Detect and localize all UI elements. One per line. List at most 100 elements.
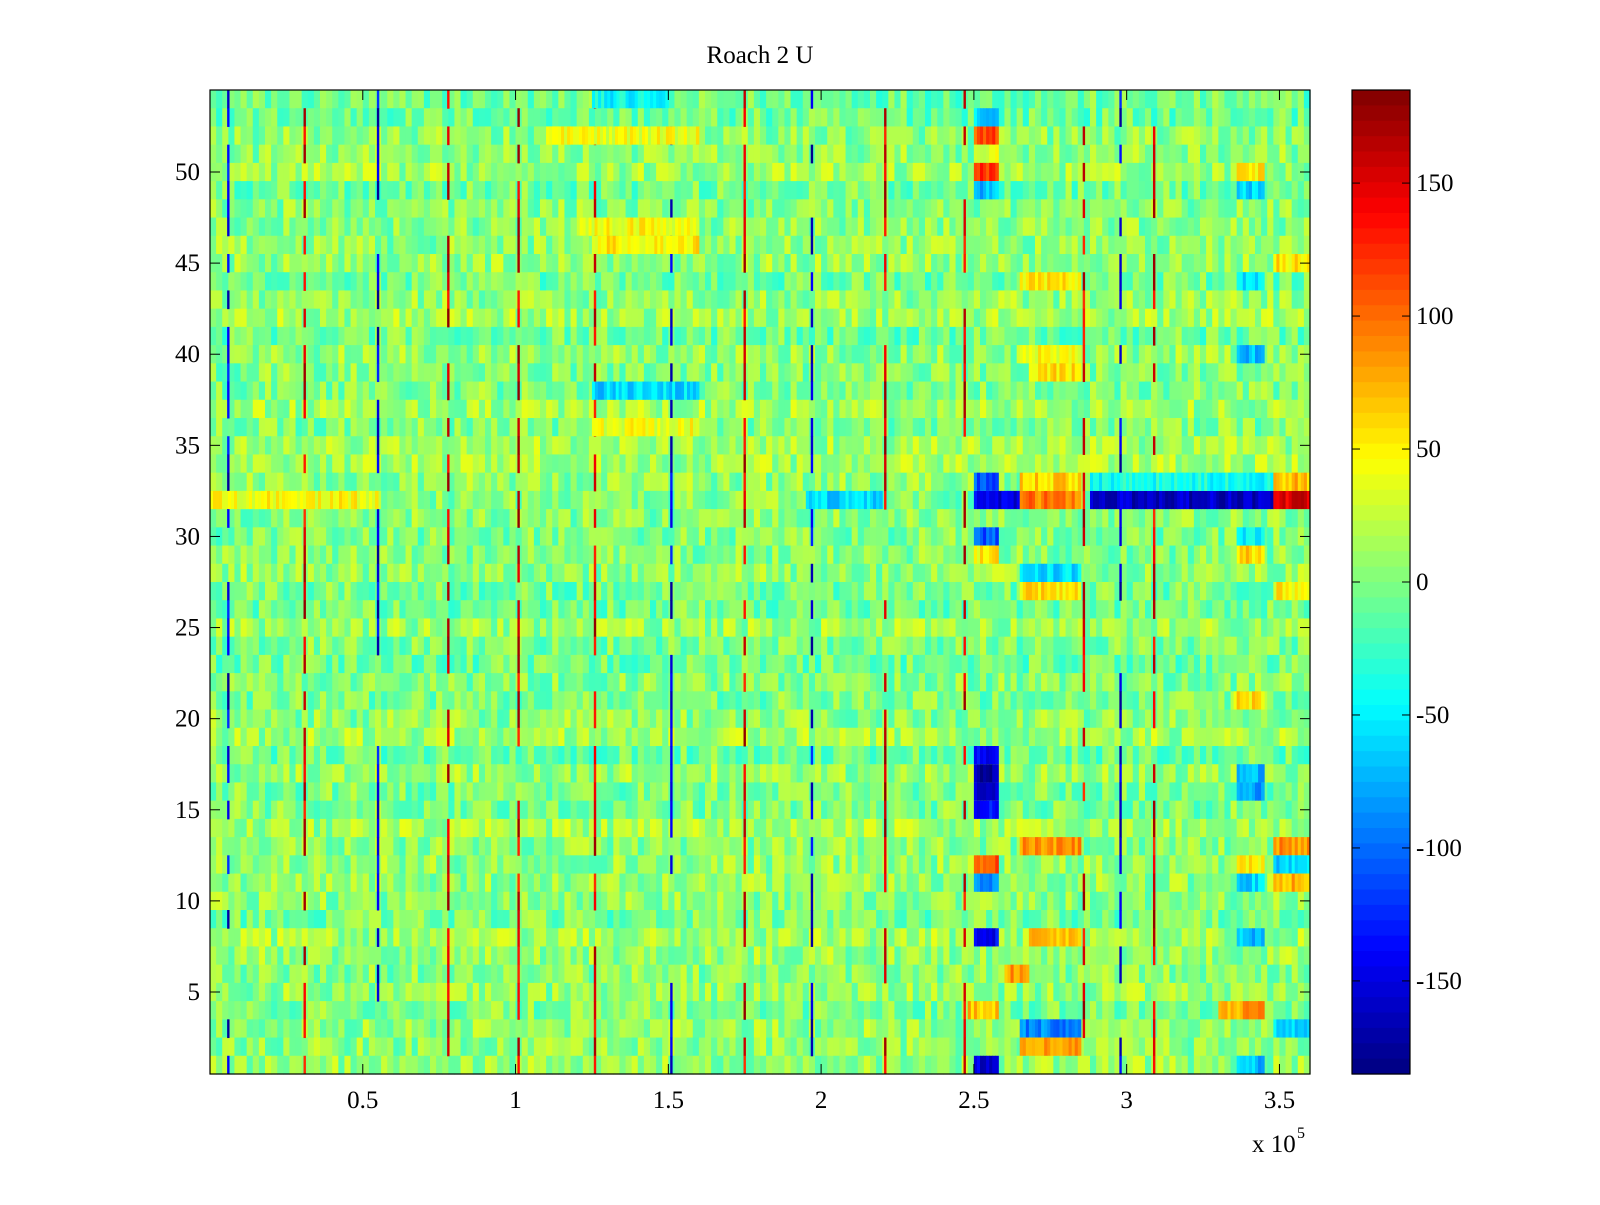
heatmap-cell — [271, 108, 278, 128]
heatmap-cell — [271, 363, 278, 383]
heatmap-cell — [796, 326, 804, 346]
heatmap-cell — [1169, 235, 1177, 255]
heatmap-cell — [436, 527, 443, 547]
heatmap-cell — [1138, 563, 1146, 583]
heatmap-cell — [961, 582, 969, 601]
heatmap-cell — [790, 126, 798, 146]
heatmap-cell — [509, 290, 517, 310]
heatmap-cell — [1181, 381, 1189, 401]
heatmap-cell — [387, 436, 394, 456]
heatmap-cell — [338, 545, 346, 565]
heatmap-cell — [949, 308, 957, 328]
heatmap-cell — [301, 472, 309, 492]
heatmap-cell — [1193, 308, 1201, 328]
heatmap-cell — [723, 181, 731, 200]
heatmap-cell — [674, 144, 682, 164]
heatmap-cell — [576, 90, 584, 109]
heatmap-cell — [955, 90, 963, 109]
heatmap-cell — [417, 472, 425, 492]
heatmap-cell — [1071, 308, 1079, 328]
heatmap-cell — [802, 326, 810, 346]
heatmap-cell — [980, 254, 987, 273]
heatmap-cell — [833, 290, 841, 310]
heatmap-cell — [937, 490, 944, 510]
heatmap-cell — [417, 418, 425, 437]
heatmap-cell — [252, 399, 260, 419]
heatmap-cell — [216, 235, 223, 255]
heatmap-cell — [955, 235, 963, 255]
heatmap-cell — [1022, 126, 1030, 146]
heatmap-cell — [625, 290, 633, 310]
heatmap-cell — [411, 272, 419, 292]
heatmap-cell — [466, 436, 474, 456]
heatmap-cell — [362, 144, 370, 164]
heatmap-cell — [711, 90, 718, 109]
heatmap-cell — [674, 254, 682, 273]
heatmap-cell — [998, 162, 1006, 182]
heatmap-cell — [466, 235, 474, 255]
heatmap-cell — [1114, 308, 1122, 328]
heatmap-cell — [1200, 308, 1207, 328]
heatmap-cell — [521, 90, 529, 109]
heatmap-cell — [1126, 126, 1134, 146]
heatmap-cell — [729, 126, 737, 146]
heatmap-cell — [1169, 345, 1177, 364]
heatmap-cell — [295, 527, 303, 547]
heatmap-cell — [607, 472, 614, 492]
heatmap-cell — [1218, 144, 1226, 164]
heatmap-cell — [1261, 381, 1268, 401]
heatmap-cell — [1279, 545, 1287, 565]
heatmap-cell — [827, 399, 834, 419]
heatmap-cell — [705, 308, 712, 328]
heatmap-cell — [485, 509, 492, 528]
heatmap-cell — [705, 472, 712, 492]
heatmap-cell — [925, 527, 932, 547]
heatmap-cell — [894, 545, 902, 565]
heatmap-cell — [332, 454, 339, 474]
heatmap-cell — [1096, 527, 1103, 547]
heatmap-cell — [1206, 162, 1213, 182]
heatmap-cell — [1077, 399, 1085, 419]
heatmap-cell — [1212, 563, 1219, 583]
heatmap-cell — [760, 90, 767, 109]
heatmap-cell — [1138, 181, 1146, 200]
heatmap-cell — [466, 126, 474, 146]
heatmap-cell — [381, 436, 388, 456]
heatmap-cell — [216, 509, 223, 528]
heatmap-cell — [1224, 126, 1232, 146]
heatmap-cell — [705, 181, 712, 200]
heatmap-cell — [307, 436, 315, 456]
heatmap-cell — [344, 162, 352, 182]
heatmap-cell — [460, 254, 468, 273]
heatmap-cell — [350, 144, 358, 164]
heatmap-cell — [1193, 454, 1201, 474]
heatmap-cell — [393, 582, 401, 601]
heatmap-cell — [650, 308, 657, 328]
heatmap-cell — [478, 582, 486, 601]
heatmap-cell — [906, 472, 914, 492]
heatmap-cell — [643, 290, 651, 310]
heatmap-cell — [1206, 363, 1213, 383]
heatmap-cell — [1041, 436, 1048, 456]
heatmap-cell — [1004, 418, 1012, 437]
heatmap-cell — [472, 162, 480, 182]
heatmap-cell — [362, 363, 370, 383]
heatmap-cell — [491, 144, 498, 164]
heatmap-cell — [1090, 399, 1097, 419]
heatmap-cell — [986, 563, 993, 583]
heatmap-cell — [491, 345, 498, 364]
heatmap-cell — [1267, 217, 1274, 237]
heatmap-cell — [1108, 326, 1116, 346]
heatmap-cell — [735, 563, 743, 583]
heatmap-cell — [430, 345, 437, 364]
heatmap-cell — [307, 381, 315, 401]
heatmap-cell — [790, 418, 798, 437]
heatmap-cell — [1261, 254, 1268, 273]
heatmap-cell — [937, 162, 944, 182]
heatmap-cell — [637, 345, 645, 364]
heatmap-cell — [222, 90, 229, 109]
heatmap-cell — [863, 454, 871, 474]
heatmap-cell — [1230, 326, 1238, 346]
heatmap-cell — [1267, 545, 1274, 565]
heatmap-cell — [912, 290, 920, 310]
